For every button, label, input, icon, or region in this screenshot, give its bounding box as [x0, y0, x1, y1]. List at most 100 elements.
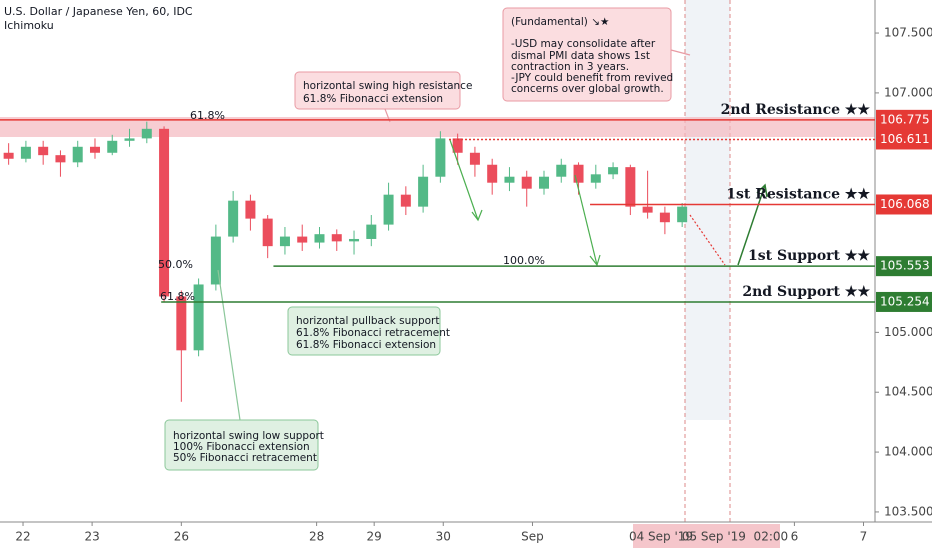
price-tag [876, 291, 932, 312]
annotation-text: -JPY could benefit from revived [511, 72, 673, 84]
candle-body [349, 238, 360, 242]
pointer [670, 49, 691, 56]
candle-body [677, 206, 688, 223]
annotation-box [502, 7, 672, 102]
candle-body [435, 138, 446, 177]
candle-body [608, 167, 619, 175]
y-tick-label: 103.500 [884, 504, 932, 518]
candle-body [418, 176, 429, 207]
x-tick-label: 29 [367, 530, 382, 544]
candle-body [521, 176, 532, 189]
candle-body [20, 146, 31, 159]
candle-body [659, 212, 670, 223]
y-tick-label: 107.500 [884, 26, 932, 40]
price-tag-label: 106.611 [880, 132, 930, 146]
candle-body [590, 174, 601, 183]
price-tag [876, 194, 932, 215]
y-tick-label: 105.000 [884, 325, 932, 339]
annotation-text: horizontal pullback support [296, 315, 439, 327]
candle-body [228, 200, 239, 237]
candle-body [642, 206, 653, 213]
arrow [756, 183, 768, 198]
plot [3, 121, 688, 402]
fib-label: 100.0% [503, 254, 545, 267]
arrow [471, 209, 483, 222]
x-tick-label: 30 [436, 530, 451, 544]
price-tag-label: 106.068 [880, 197, 930, 211]
candle-body [573, 164, 584, 183]
candle-body [38, 146, 49, 156]
chart-title: U.S. Dollar / Japanese Yen, 60, IDC [4, 5, 193, 18]
annotation-text: 61.8% Fibonacci retracement [296, 327, 450, 339]
arrow [449, 139, 479, 221]
annotation-text: 100% Fibonacci extension [173, 441, 310, 453]
annotation-text: horizontal swing low support [173, 430, 324, 442]
candle-body [193, 284, 204, 351]
candle-body [107, 140, 118, 153]
x-tick-label: 22 [15, 530, 30, 544]
candle-body [469, 152, 480, 165]
candle-body [331, 234, 342, 242]
price-tag [876, 109, 932, 130]
candle-body [314, 234, 325, 243]
annotation-text: concerns over global growth. [511, 83, 664, 95]
price-tag [876, 129, 932, 150]
annotations [164, 7, 672, 471]
price-tag-label: 105.553 [880, 259, 930, 273]
candle-body [279, 236, 290, 247]
candle-body [504, 176, 515, 183]
y-tick-label: 104.500 [884, 385, 932, 399]
pointer [217, 269, 241, 421]
candle-body [452, 138, 463, 153]
annotation-text: horizontal swing high resistance [303, 80, 472, 92]
arrows [217, 49, 768, 421]
crosshair-tag [690, 524, 780, 548]
arrow [574, 174, 598, 266]
candle-body [487, 164, 498, 183]
candle-body [366, 224, 377, 239]
arrow [589, 254, 601, 267]
candle-body [297, 236, 308, 243]
level-label: 2nd Resistance ★★ [721, 102, 871, 118]
y-tick-label: 107.000 [884, 85, 932, 99]
resistance-zone [0, 117, 875, 137]
x-tick-label: 26 [174, 530, 189, 544]
arrow [737, 184, 766, 266]
candle-body [176, 296, 187, 351]
annotation-box [294, 71, 461, 110]
price-tag-label: 105.254 [880, 294, 930, 308]
candle-body [55, 155, 66, 163]
level-label: 2nd Support ★★ [742, 284, 870, 300]
annotation-box [164, 419, 319, 471]
annotation-text: 50% Fibonacci retracement [173, 452, 317, 464]
annotation-text: (Fundamental) ↘★ [511, 16, 609, 28]
candle-body [72, 146, 83, 163]
level-label: 1st Resistance ★★ [726, 186, 870, 202]
candle-body [383, 194, 394, 225]
fib-label: 61.8% [190, 109, 225, 122]
price-tag-label: 106.775 [880, 112, 930, 126]
fib-label: 50.0% [158, 258, 193, 271]
price-tag [876, 256, 932, 277]
candle-body [538, 176, 549, 189]
candle-body [262, 218, 273, 247]
annotation-text: dismal PMI data shows 1st [511, 50, 650, 62]
candle-body [625, 167, 636, 207]
candle-body [210, 236, 221, 285]
candle-body [89, 146, 100, 153]
crosshair-tag [633, 524, 690, 548]
x-tick-label: 23 [84, 530, 99, 544]
candle-body [245, 200, 256, 219]
x-tick-label: 7 [860, 530, 868, 544]
candle-body [400, 194, 411, 207]
annotation-text: contraction in 3 years. [511, 61, 629, 73]
candle-body [159, 128, 170, 297]
crosshair-label: 04 Sep '19 [629, 530, 693, 544]
candle-body [556, 164, 567, 177]
annotation-box [287, 306, 441, 356]
y-tick-label: 104.000 [884, 445, 932, 459]
x-tick-label: 6 [791, 530, 799, 544]
annotation-text: -USD may consolidate after [511, 38, 656, 50]
crosshair-zone [685, 0, 730, 420]
